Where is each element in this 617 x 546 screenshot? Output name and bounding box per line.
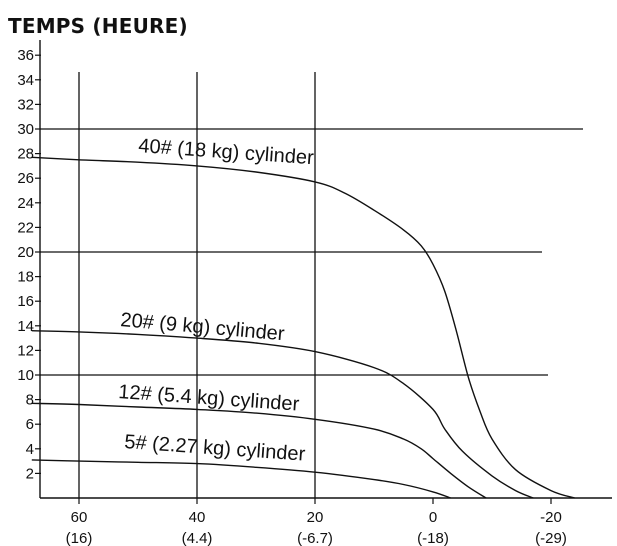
y-tick-label-20: 20 (17, 244, 34, 261)
x-tick-label-40: 40 (189, 509, 206, 526)
x-tick-sublabel-20: (-6.7) (297, 530, 333, 546)
x-tick-sublabel-60: (16) (66, 530, 93, 546)
series-line-3 (31, 402, 487, 499)
chart-title: TEMPS (HEURE) (8, 14, 188, 38)
y-tick-label-18: 18 (17, 269, 34, 286)
y-tick-label-34: 34 (17, 72, 34, 89)
series-line-2 (31, 330, 534, 499)
x-tick-label-20: 20 (307, 509, 324, 526)
x-tick-sublabel-40: (4.4) (182, 530, 213, 546)
x-tick-label--20: -20 (540, 509, 562, 526)
x-tick-sublabel-0: (-18) (417, 530, 449, 546)
y-tick-label-26: 26 (17, 170, 34, 187)
y-tick-label-4: 4 (26, 441, 34, 458)
y-tick-label-8: 8 (26, 392, 34, 409)
y-tick-label-28: 28 (17, 146, 34, 163)
x-tick-label-60: 60 (71, 509, 88, 526)
x-tick-label-0: 0 (429, 509, 437, 526)
series-line-4 (31, 459, 451, 499)
x-tick-sublabel--20: (-29) (535, 530, 567, 546)
y-tick-label-36: 36 (17, 47, 34, 64)
y-tick-label-16: 16 (17, 293, 34, 310)
y-tick-label-12: 12 (17, 342, 34, 359)
y-tick-label-32: 32 (17, 96, 34, 113)
y-tick-label-6: 6 (26, 416, 34, 433)
y-tick-label-30: 30 (17, 121, 34, 138)
y-tick-label-14: 14 (17, 318, 34, 335)
series-line-1 (31, 156, 575, 499)
y-tick-label-24: 24 (17, 195, 34, 212)
y-tick-label-10: 10 (17, 367, 34, 384)
y-tick-label-2: 2 (26, 465, 34, 482)
y-tick-label-22: 22 (17, 219, 34, 236)
series-label-4: 5# (2.27 kg) cylinder (124, 431, 307, 466)
series-label-2: 20# (9 kg) cylinder (120, 309, 286, 345)
